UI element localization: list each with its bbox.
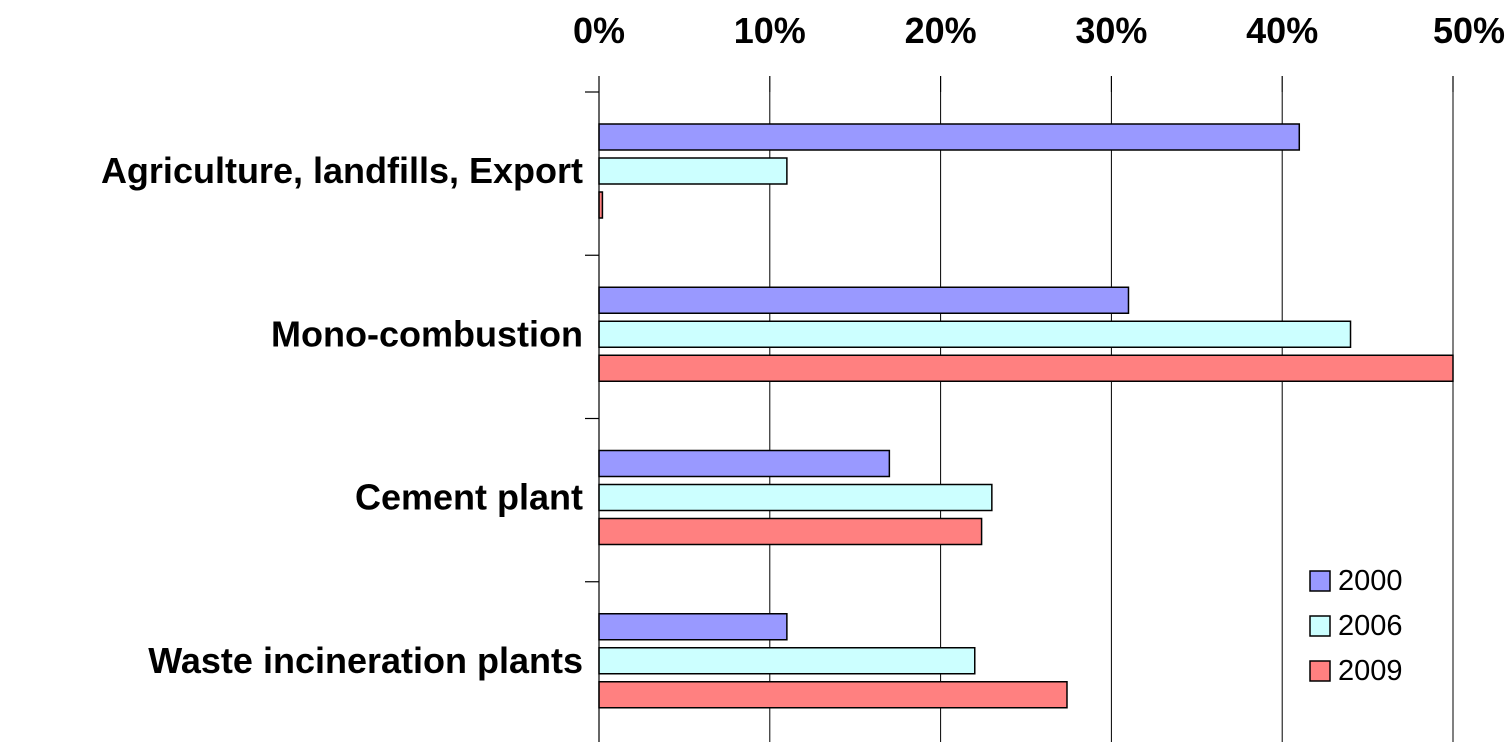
- axes: [585, 76, 1454, 742]
- bar-2000: [598, 613, 788, 641]
- bar-2000: [598, 449, 891, 478]
- x-tick-label: 50%: [1433, 10, 1505, 51]
- category-label: Mono-combustion: [271, 313, 583, 354]
- category-label: Cement plant: [355, 477, 583, 518]
- category-label: Agriculture, landfills, Export: [101, 150, 583, 191]
- labels: 0% 10% 20% 30% 40% 50% Agriculture, landfills,…: [101, 10, 1505, 681]
- bar-2006: [598, 157, 788, 185]
- x-tick-label: 30%: [1075, 10, 1147, 51]
- x-tick-label: 0%: [573, 10, 625, 51]
- bar-2000: [598, 286, 1130, 314]
- legend-swatch: [1309, 615, 1331, 637]
- x-tick-label: 10%: [734, 10, 806, 51]
- legend-label: 2009: [1338, 655, 1403, 687]
- legend: 2000 2006 2009: [1309, 565, 1403, 687]
- x-tick-label: 40%: [1246, 10, 1318, 51]
- x-tick-label: 20%: [905, 10, 977, 51]
- bar-2009: [598, 354, 1454, 382]
- gridlines: [769, 92, 1454, 742]
- legend-label: 2006: [1338, 610, 1403, 642]
- bar-2006: [598, 320, 1352, 348]
- bar-2000: [598, 123, 1301, 151]
- legend-label: 2000: [1338, 565, 1403, 597]
- bar-2009: [598, 681, 1068, 709]
- bar-2009: [598, 517, 983, 546]
- bar-2006: [598, 483, 993, 512]
- legend-swatch: [1309, 570, 1331, 592]
- legend-swatch: [1309, 660, 1331, 682]
- bar-2006: [598, 647, 976, 675]
- category-label: Waste incineration plants: [148, 640, 583, 681]
